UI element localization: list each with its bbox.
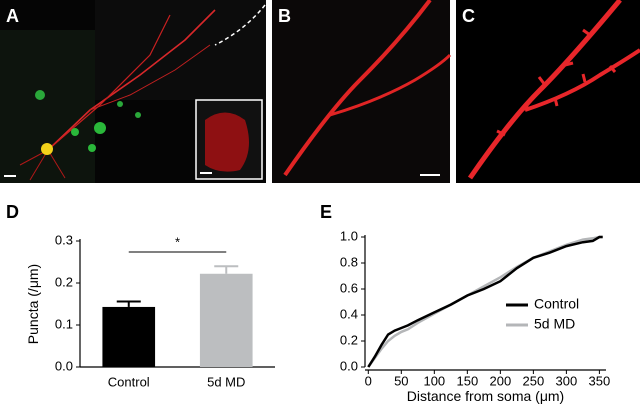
y-axis-title: Puncta (/μm) [25,264,41,344]
y-tick-label: 0.0 [340,358,358,373]
x-tick-label: 100 [423,373,445,388]
x-tick-label: 150 [456,373,478,388]
y-tick-label: 0.8 [340,254,358,269]
y-tick-label: 0.6 [340,280,358,295]
significance-star: * [175,234,180,249]
micrograph-a [0,0,266,183]
y-tick-label: 0.4 [340,306,358,321]
bar [102,306,156,367]
legend-label: Control [534,296,579,312]
x-tick-label: Control [108,374,150,389]
x-tick-label: 350 [589,373,611,388]
y-tick-label: 1.0 [340,228,358,243]
y-tick-label: 0.0 [55,358,73,373]
bar [199,273,253,367]
x-tick-label: 250 [523,373,545,388]
panel-label: E [320,202,332,222]
legend-label: 5d MD [534,316,575,332]
panel-label: D [6,202,19,222]
y-tick-label: 0.1 [55,316,73,331]
x-tick-label: 300 [556,373,578,388]
x-tick-label: 200 [490,373,512,388]
panel-label: B [278,6,291,26]
panel-label: A [6,6,19,26]
y-tick-label: 0.3 [55,232,73,247]
micrograph-b [272,0,452,183]
y-tick-label: 0.2 [55,274,73,289]
x-tick-label: 0 [365,373,372,388]
micrograph-c [456,0,640,183]
y-tick-label: 0.2 [340,332,358,347]
x-tick-label: 50 [394,373,408,388]
x-tick-label: 5d MD [207,374,245,389]
series-line [367,235,603,368]
panel-label: C [462,6,475,26]
x-axis-title: Distance from soma (μm) [407,388,564,404]
